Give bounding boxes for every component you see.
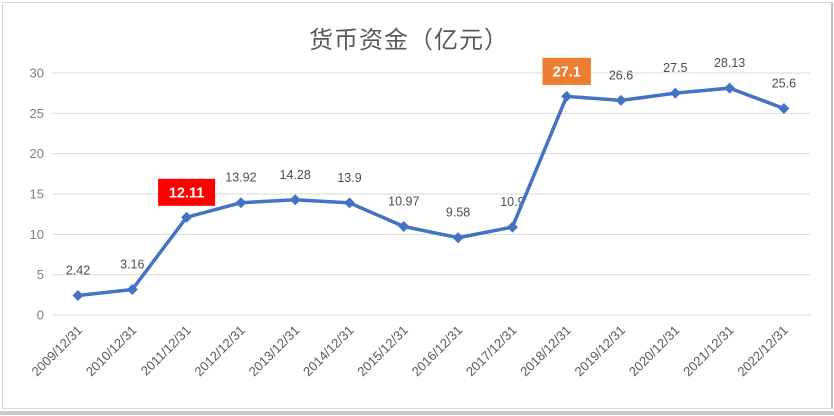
window-bottom-edge bbox=[0, 411, 834, 415]
data-point-marker bbox=[235, 197, 247, 209]
x-axis-tick-label: 2017/12/31 bbox=[463, 323, 520, 380]
x-axis-tick-label: 2022/12/31 bbox=[734, 323, 791, 380]
x-axis-tick-label: 2018/12/31 bbox=[517, 323, 574, 380]
data-point-marker bbox=[561, 90, 573, 102]
data-label: 28.13 bbox=[714, 56, 745, 70]
data-point-marker bbox=[289, 194, 301, 206]
data-label-highlighted: 27.1 bbox=[553, 64, 581, 80]
y-axis-tick-label: 5 bbox=[37, 267, 44, 282]
data-label: 13.9 bbox=[337, 171, 361, 185]
y-axis-tick-label: 0 bbox=[37, 308, 44, 323]
data-point-marker bbox=[615, 94, 627, 106]
x-axis-tick-label: 2016/12/31 bbox=[409, 323, 466, 380]
x-axis-tick-label: 2009/12/31 bbox=[28, 323, 85, 380]
data-label: 2.42 bbox=[66, 263, 90, 277]
data-label: 9.58 bbox=[446, 206, 470, 220]
chart-frame bbox=[2, 2, 833, 409]
data-label: 10.97 bbox=[388, 195, 419, 209]
x-axis-tick-label: 2019/12/31 bbox=[571, 323, 628, 380]
data-point-marker bbox=[181, 211, 193, 223]
series-line bbox=[76, 86, 786, 298]
x-axis-tick-label: 2011/12/31 bbox=[138, 323, 194, 379]
x-axis-tick-label: 2013/12/31 bbox=[246, 323, 303, 380]
x-axis-tick-label: 2014/12/31 bbox=[300, 323, 357, 380]
data-label: 26.6 bbox=[609, 68, 633, 82]
data-point-marker bbox=[72, 289, 84, 301]
data-label: 13.92 bbox=[225, 171, 256, 185]
y-axis-tick-label: 15 bbox=[30, 187, 44, 202]
x-axis-tick-label: 2021/12/31 bbox=[680, 323, 737, 380]
data-point-marker bbox=[669, 87, 681, 99]
y-axis-tick-label: 10 bbox=[30, 227, 44, 242]
data-label-highlighted: 12.11 bbox=[169, 185, 205, 201]
x-axis-tick-label: 2015/12/31 bbox=[354, 323, 411, 380]
data-point-marker bbox=[724, 82, 736, 94]
data-point-marker bbox=[344, 197, 355, 209]
data-label-highlight-box bbox=[158, 178, 216, 206]
data-point-marker bbox=[778, 102, 790, 114]
x-axis-tick-label: 2010/12/31 bbox=[83, 323, 140, 380]
x-axis-tick-label: 2012/12/31 bbox=[191, 323, 248, 380]
data-point-marker bbox=[126, 284, 138, 296]
x-axis-tick-label: 2020/12/31 bbox=[626, 323, 683, 380]
data-label: 3.16 bbox=[120, 258, 144, 272]
y-axis-tick-label: 30 bbox=[30, 66, 44, 81]
data-point-marker bbox=[398, 221, 410, 233]
data-label: 14.28 bbox=[280, 168, 311, 182]
data-point-marker bbox=[506, 221, 518, 233]
y-axis-tick-label: 20 bbox=[30, 146, 44, 161]
data-point-marker bbox=[452, 232, 464, 244]
data-label-highlight-box bbox=[542, 57, 591, 85]
chart-title: 货币资金（亿元） bbox=[309, 27, 509, 54]
y-axis-tick-label: 25 bbox=[30, 106, 44, 121]
data-label: 27.5 bbox=[663, 61, 687, 75]
data-label: 25.6 bbox=[772, 76, 796, 90]
data-label: 10.9 bbox=[500, 195, 524, 209]
